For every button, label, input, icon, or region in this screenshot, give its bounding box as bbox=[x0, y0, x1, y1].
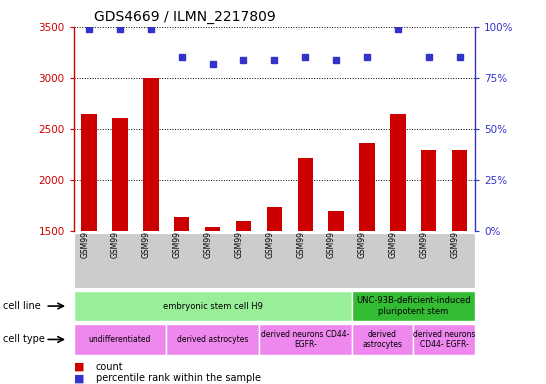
Bar bbox=[352, 291, 475, 321]
Text: derived neurons
CD44- EGFR-: derived neurons CD44- EGFR- bbox=[413, 330, 476, 349]
Text: embryonic stem cell H9: embryonic stem cell H9 bbox=[163, 301, 263, 311]
Bar bbox=[74, 291, 352, 321]
Bar bbox=[174, 217, 189, 384]
Bar bbox=[143, 78, 158, 384]
Bar bbox=[298, 158, 313, 384]
Bar bbox=[74, 324, 167, 354]
Bar bbox=[421, 150, 436, 384]
Text: GSM997563: GSM997563 bbox=[173, 211, 182, 258]
Text: GSM997571: GSM997571 bbox=[358, 211, 367, 258]
Text: GDS4669 / ILMN_2217809: GDS4669 / ILMN_2217809 bbox=[94, 10, 276, 25]
Text: GSM997567: GSM997567 bbox=[296, 211, 305, 258]
Bar bbox=[390, 114, 406, 384]
Text: UNC-93B-deficient-induced
pluripotent stem: UNC-93B-deficient-induced pluripotent st… bbox=[356, 296, 471, 316]
Bar bbox=[81, 114, 97, 384]
Bar bbox=[359, 143, 375, 384]
Text: derived astrocytes: derived astrocytes bbox=[177, 335, 248, 344]
Bar bbox=[205, 227, 221, 384]
Text: derived
astrocytes: derived astrocytes bbox=[363, 330, 402, 349]
Text: GSM997564: GSM997564 bbox=[204, 211, 212, 258]
Text: GSM997565: GSM997565 bbox=[234, 211, 244, 258]
Text: GSM997566: GSM997566 bbox=[265, 211, 275, 258]
Text: GSM997572: GSM997572 bbox=[389, 211, 398, 258]
Text: count: count bbox=[96, 362, 123, 372]
Bar bbox=[112, 118, 128, 384]
Bar bbox=[328, 212, 344, 384]
Bar bbox=[352, 324, 413, 354]
Text: cell line: cell line bbox=[3, 301, 40, 311]
Text: derived neurons CD44-
EGFR-: derived neurons CD44- EGFR- bbox=[261, 330, 349, 349]
Bar bbox=[413, 324, 475, 354]
Bar bbox=[259, 324, 352, 354]
Text: GSM997557: GSM997557 bbox=[142, 211, 151, 258]
Bar bbox=[452, 150, 467, 384]
Text: GSM997555: GSM997555 bbox=[80, 211, 89, 258]
Text: GSM997569: GSM997569 bbox=[420, 211, 429, 258]
Bar bbox=[266, 207, 282, 384]
Text: GSM997556: GSM997556 bbox=[111, 211, 120, 258]
Text: cell type: cell type bbox=[3, 334, 45, 344]
Text: ■: ■ bbox=[74, 362, 84, 372]
Bar bbox=[236, 220, 251, 384]
Bar bbox=[167, 324, 259, 354]
Text: undifferentiated: undifferentiated bbox=[89, 335, 151, 344]
Text: percentile rank within the sample: percentile rank within the sample bbox=[96, 373, 260, 383]
Text: ■: ■ bbox=[74, 373, 84, 383]
Text: GSM997570: GSM997570 bbox=[450, 211, 460, 258]
Text: GSM997568: GSM997568 bbox=[327, 211, 336, 258]
